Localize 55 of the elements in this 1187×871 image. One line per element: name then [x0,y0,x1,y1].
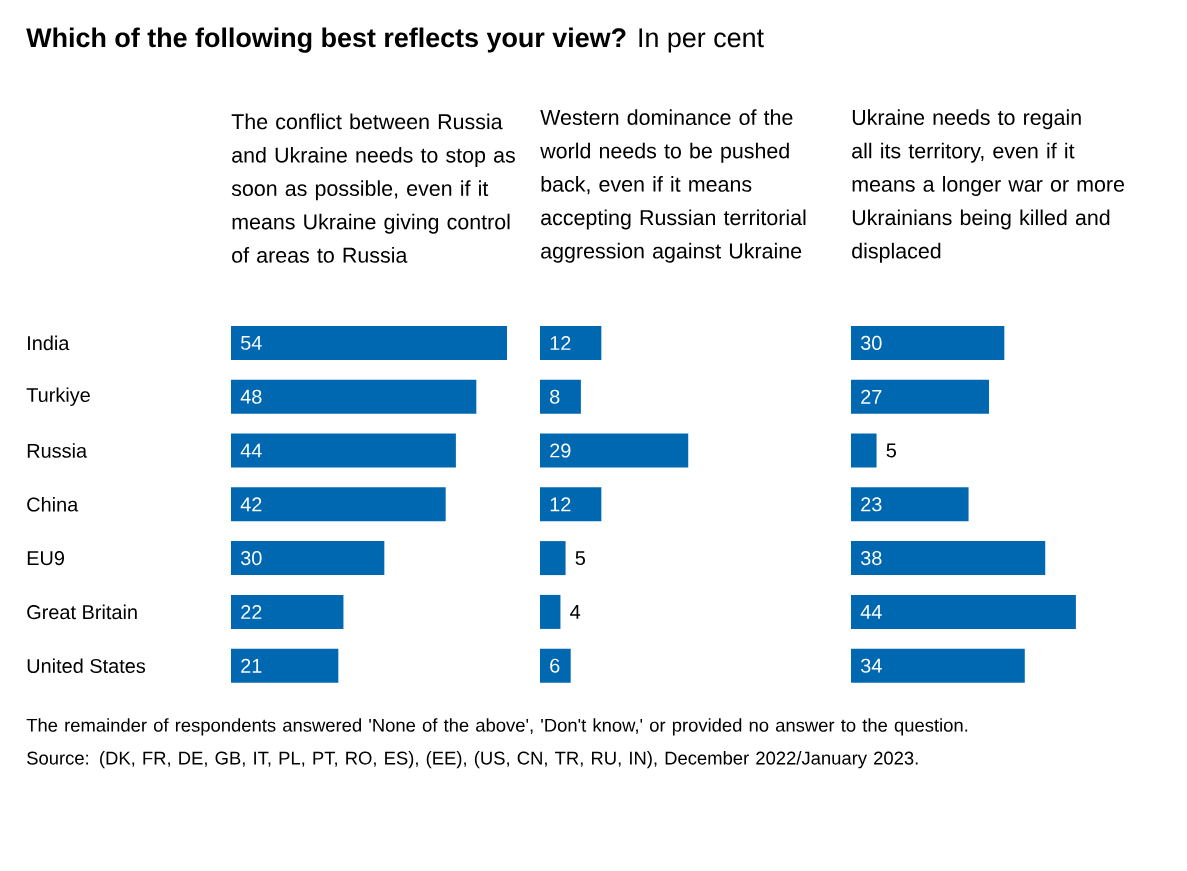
data-label: 30 [860,335,882,350]
data-label: 22 [241,604,262,619]
data-label: 34 [860,658,882,673]
y-tick-label: United States [27,658,146,674]
bar [851,594,1076,629]
bar [540,487,602,522]
bar [540,325,602,360]
y-tick-label: EU9 [27,551,65,566]
data-label: 21 [241,658,262,673]
chart-subtitle: The conflict between Russia and Ukraine needs to stop as soon as possible, even if it means Ukraine giving control of areas to Russia [231,113,515,263]
data-label: 48 [240,389,262,404]
bar [540,594,561,629]
data-label: 6 [550,658,560,673]
bar [540,379,581,414]
data-label: 42 [240,497,262,512]
bar [851,433,877,468]
source-note: Source: (DK, FR, DE, GB, IT, PL, PT, RO, ES), (EE), (US, CN, TR, RU, IN), December 2022/January 2023. [27,751,918,769]
y-tick-label: Turkiye [26,387,90,406]
data-label: 38 [860,551,882,566]
chart-title: Which of the following best reflects your view? In per cent [26,27,764,53]
bar [851,541,1046,576]
data-label: 4 [570,605,581,619]
data-label: 27 [861,389,882,404]
data-label: 12 [550,335,571,350]
bar [540,648,571,683]
bar [231,325,507,360]
data-label: 30 [240,551,262,566]
data-label: 12 [550,497,571,512]
bar [851,379,990,414]
y-tick-label: Russia [27,443,88,458]
y-tick-label: India [28,335,70,351]
bar [851,648,1025,683]
chart-title: Ukraine needs to regain all its territory, even if it means a longer war or more Ukrainians being killed and displaced [852,109,1125,263]
chart-title: Western dominance of the world needs to be pushed back, even if it means accepting Russian territorial aggression against Ukraine [540,109,806,263]
bar [231,648,339,683]
data-label: 5 [886,443,897,458]
data-label: 5 [575,551,586,566]
data-label: 29 [550,443,571,458]
y-tick-label: Great Britain [27,604,137,620]
data-label: 8 [550,389,560,404]
bar [851,487,969,522]
data-label: 23 [861,497,882,512]
y-tick-label: China [27,496,79,512]
text: The remainder of respondents answered 'None of the above', 'Don't know,' or provided no answer to the question. [26,718,968,736]
bar [231,487,446,522]
bar [540,433,689,468]
bar [540,541,566,576]
data-label: 44 [860,605,882,619]
bar [231,379,477,414]
bar [231,433,456,468]
bar [231,541,385,576]
bar [231,594,344,629]
bar [851,325,1005,360]
data-label: 54 [241,335,262,350]
data-label: 44 [240,443,262,458]
